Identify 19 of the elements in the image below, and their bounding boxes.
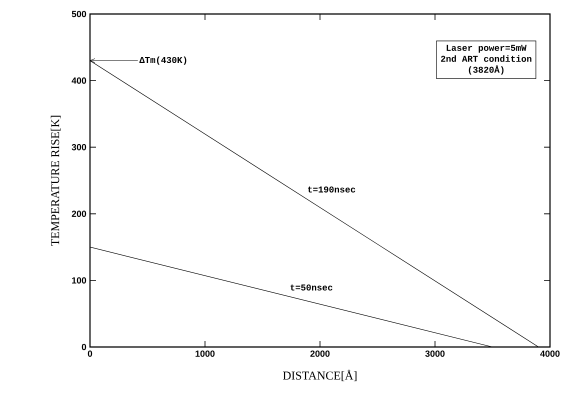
annotation: ΔTm(430K): [139, 56, 186, 65]
x-tick-label: 1000: [196, 350, 215, 357]
y-tick-label: 400: [72, 77, 86, 84]
y-tick-label: 300: [72, 144, 86, 150]
x-tick-label: 3000: [425, 350, 445, 357]
series-label: t=190nsec: [308, 186, 356, 193]
y-tick-label: 0: [82, 344, 86, 350]
annotation: (3820Å): [468, 65, 504, 75]
x-tick-label: 4000: [540, 350, 560, 357]
x-tick-label: 2000: [310, 350, 330, 357]
annotation: 2nd ART condition: [440, 55, 532, 62]
y-tick-label: 100: [72, 277, 86, 284]
y-axis-title: TEMPERATURE RISE[K]: [50, 116, 61, 246]
annotation: Laser power=5mW: [446, 44, 527, 53]
y-tick-label: 200: [72, 210, 86, 217]
y-tick-label: 500: [72, 10, 86, 18]
series-label: t=50nsec: [290, 284, 332, 291]
x-tick-label: 0: [88, 350, 92, 357]
x-axis-title: DISTANCE[Å]: [282, 370, 356, 382]
